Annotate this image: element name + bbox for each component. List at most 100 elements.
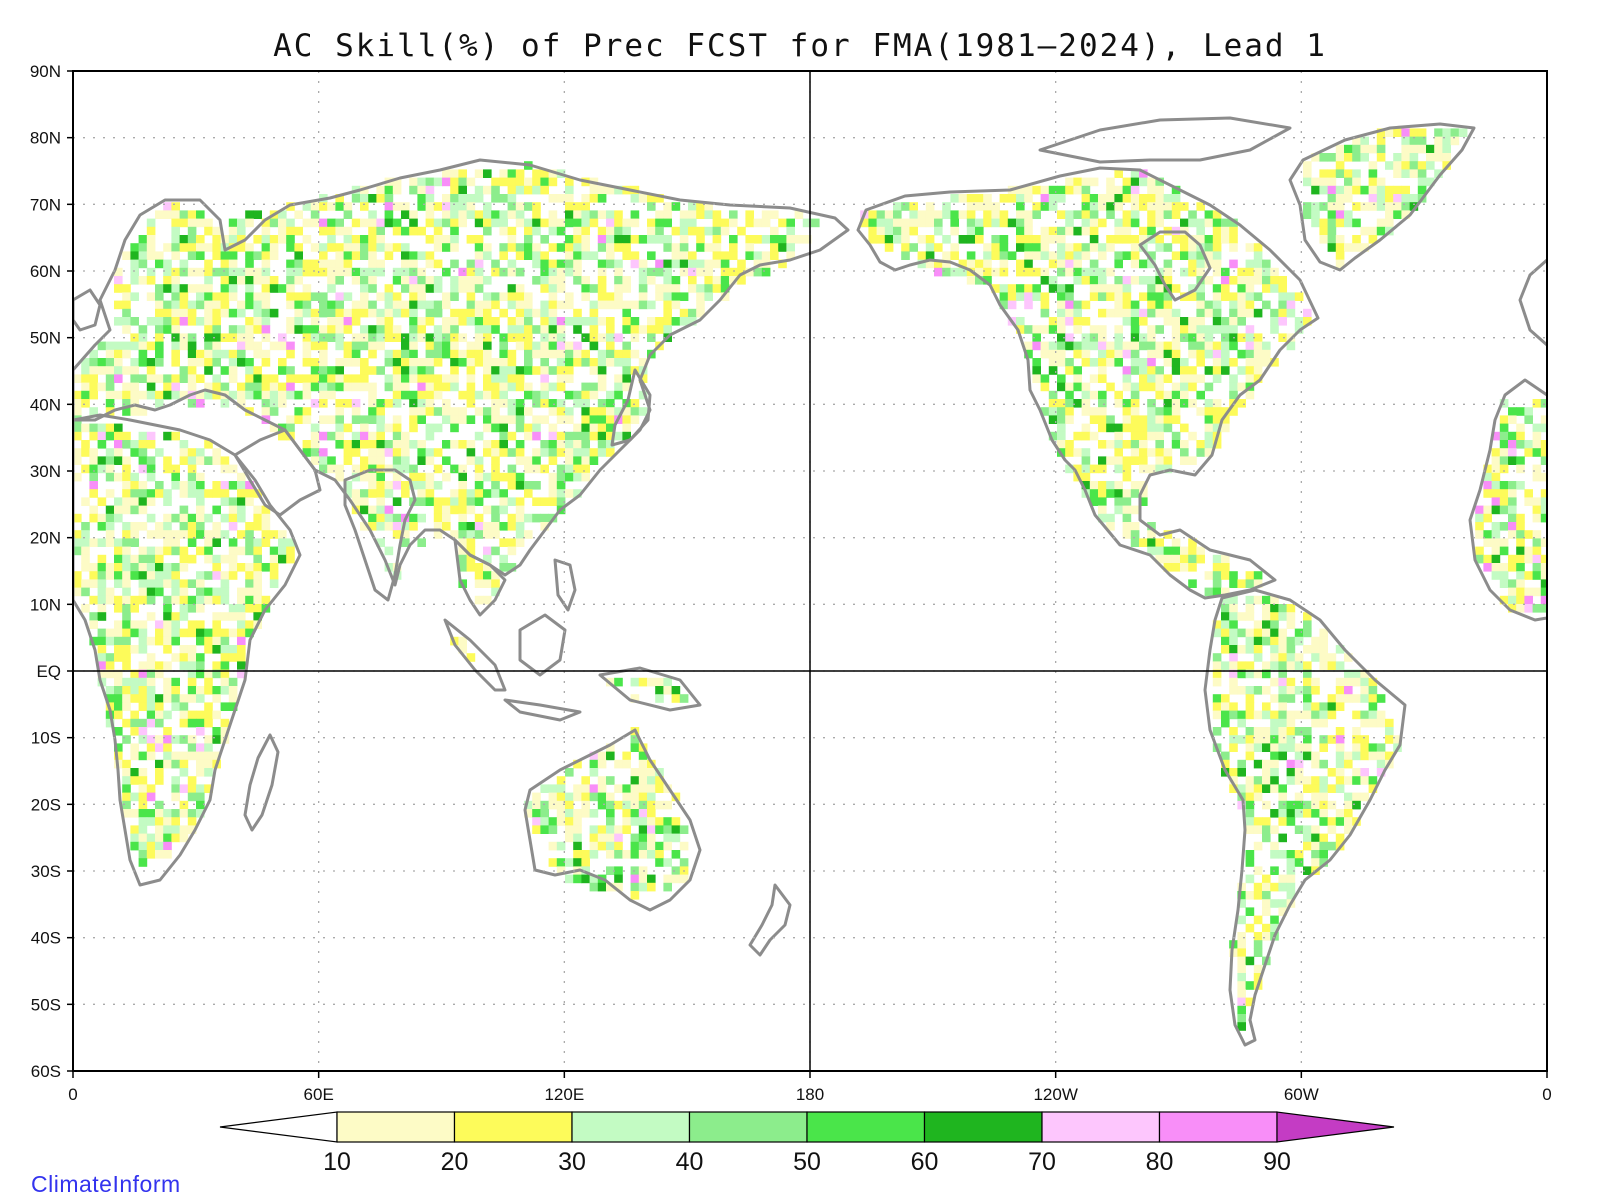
skill-cell — [171, 276, 180, 285]
skill-cell — [1540, 604, 1547, 613]
skill-cell — [515, 308, 525, 318]
skill-cell — [1483, 538, 1492, 547]
skill-cell — [1089, 259, 1099, 269]
skill-cell — [778, 235, 787, 244]
skill-cell — [196, 809, 205, 818]
skill-cell — [1130, 456, 1140, 465]
skill-cell — [179, 210, 189, 219]
skill-cell — [909, 243, 918, 252]
skill-cell — [368, 407, 377, 416]
skill-cell — [384, 210, 394, 219]
skill-cell — [1475, 530, 1484, 539]
skill-cell — [237, 308, 246, 318]
skill-cell — [1122, 374, 1132, 383]
skill-cell — [204, 456, 213, 465]
skill-cell — [1057, 431, 1066, 441]
skill-cell — [425, 472, 435, 482]
skill-cell — [458, 440, 467, 449]
skill-cell — [655, 292, 664, 301]
skill-cell — [204, 784, 213, 793]
skill-cell — [466, 210, 476, 219]
skill-cell — [204, 226, 213, 236]
skill-cell — [204, 358, 213, 367]
skill-cell — [1253, 948, 1263, 957]
skill-cell — [606, 300, 615, 310]
skill-cell — [327, 317, 336, 326]
skill-cell — [376, 194, 385, 203]
skill-cell — [335, 251, 344, 260]
skill-cell — [540, 809, 549, 818]
skill-cell — [122, 735, 131, 744]
skill-cell — [122, 809, 131, 818]
skill-cell — [1319, 636, 1328, 646]
skill-cell — [433, 481, 443, 490]
skill-cell — [130, 472, 139, 482]
skill-cell — [417, 472, 426, 482]
skill-cell — [1352, 153, 1361, 162]
skill-cell — [1368, 235, 1378, 244]
skill-cell — [1245, 956, 1255, 966]
skill-cell — [925, 202, 935, 211]
skill-cell — [573, 267, 582, 277]
skill-cell — [89, 423, 98, 433]
skill-cell — [146, 218, 156, 228]
coast-sumatra — [443, 618, 507, 692]
skill-cell — [261, 317, 271, 326]
skill-cell — [1417, 144, 1427, 154]
skill-cell — [1335, 210, 1345, 219]
skill-cell — [1368, 161, 1378, 170]
skill-cell — [1196, 235, 1205, 244]
skill-cell — [155, 259, 164, 269]
skill-cell — [179, 481, 189, 490]
skill-cell — [171, 472, 180, 482]
skill-cell — [1065, 218, 1074, 228]
skill-cell — [368, 481, 377, 490]
skill-cell — [1311, 850, 1320, 859]
skill-cell — [360, 194, 369, 203]
skill-cell — [360, 382, 369, 392]
skill-cell — [606, 235, 615, 244]
skill-cell — [1032, 284, 1041, 293]
skill-cell — [146, 809, 156, 818]
skill-cell — [597, 382, 607, 392]
skill-cell — [286, 538, 295, 547]
skill-cell — [409, 341, 418, 351]
skill-cell — [589, 759, 599, 769]
skill-cell — [245, 267, 254, 277]
skill-cell — [1212, 218, 1222, 228]
skill-cell — [581, 243, 590, 252]
skill-cell — [597, 243, 607, 252]
skill-cell — [630, 235, 640, 244]
skill-cell — [704, 210, 713, 219]
skill-cell — [589, 874, 599, 884]
skill-cell — [179, 243, 189, 252]
skill-cell — [245, 628, 254, 638]
skill-cell — [1499, 579, 1509, 588]
skill-cell — [655, 210, 664, 219]
skill-cell — [1139, 169, 1148, 178]
skill-cell — [450, 194, 459, 203]
skill-cell — [1122, 489, 1132, 498]
skill-cell — [286, 300, 295, 310]
skill-cell — [351, 308, 361, 318]
skill-cell — [253, 292, 262, 301]
skill-cell — [417, 185, 426, 195]
skill-cell — [1171, 390, 1181, 400]
skill-cell — [532, 226, 541, 236]
skill-cell — [1393, 153, 1402, 162]
skill-cell — [1212, 267, 1222, 277]
skill-cell — [622, 251, 631, 260]
skill-cell — [1122, 194, 1132, 203]
skill-cell — [351, 243, 361, 252]
skill-cell — [425, 489, 435, 498]
skill-cell — [573, 308, 582, 318]
skill-cell — [499, 243, 508, 252]
skill-cell — [565, 300, 574, 310]
skill-cell — [507, 210, 517, 219]
skill-cell — [130, 841, 139, 851]
skill-cell — [1319, 784, 1328, 793]
skill-cell — [368, 489, 377, 498]
skill-cell — [975, 267, 984, 277]
skill-cell — [163, 841, 172, 851]
skill-cell — [442, 349, 451, 359]
